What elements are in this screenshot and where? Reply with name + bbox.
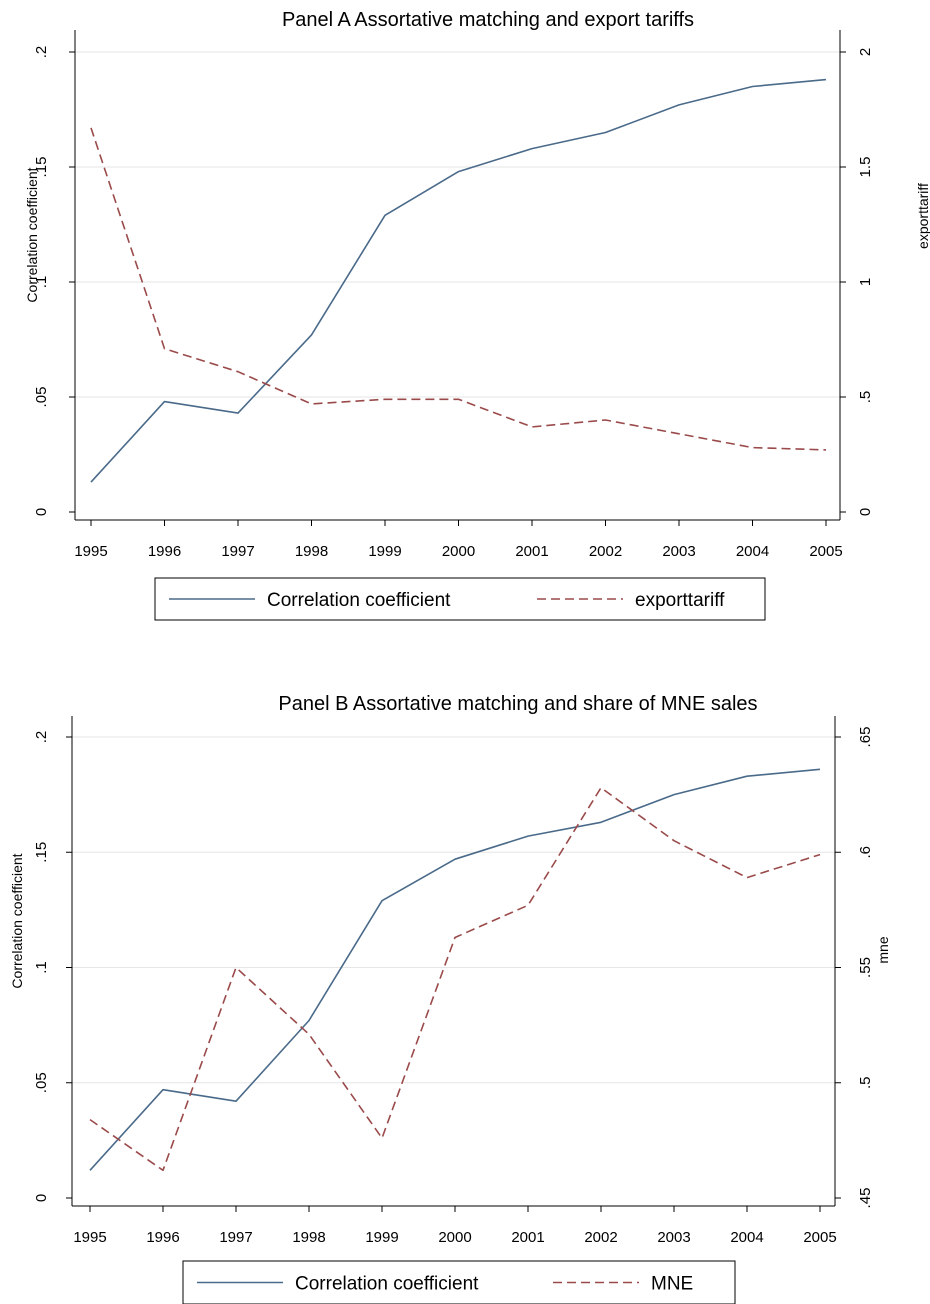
y-tick-label-left: 0 [33, 1194, 50, 1202]
x-tick-label: 2002 [589, 543, 622, 560]
x-tick-label: 2003 [657, 1229, 690, 1246]
x-tick-label: 1996 [148, 543, 181, 560]
x-tick-label: 2001 [511, 1229, 544, 1246]
series-line-exporttariff [90, 127, 827, 451]
y-tick-label-left: .2 [33, 731, 50, 744]
y-tick-label-right: 1 [857, 278, 874, 286]
x-tick-label: 1999 [365, 1229, 398, 1246]
x-tick-label: 1995 [74, 543, 107, 560]
x-tick-label: 2000 [442, 543, 475, 560]
x-tick-label: 2000 [438, 1229, 471, 1246]
legend-label: Correlation coefficient [295, 1274, 479, 1295]
y-tick-label-right: .45 [857, 1188, 874, 1209]
y-tick-label-right: 1.5 [857, 157, 874, 178]
series-line-correlation-coefficient [89, 768, 821, 1171]
y-tick-label-right: 0 [857, 508, 874, 516]
y-tick-label-left: .1 [33, 276, 50, 289]
x-tick-label: 2005 [803, 1229, 836, 1246]
chart-title: Panel A Assortative matching and export … [282, 9, 694, 31]
x-tick-label: 2001 [515, 543, 548, 560]
chart-panel-2: 0 .05 .1 .15 .2 .45 .5 .55 .6 .65 1995 1996 1997 1998… [9, 693, 891, 1304]
x-tick-label: 1998 [292, 1229, 325, 1246]
x-tick-label: 1997 [221, 543, 254, 560]
y-tick-label-right: .5 [857, 1076, 874, 1089]
y-tick-label-right: .55 [857, 957, 874, 978]
y-tick-label-left: .05 [33, 387, 50, 408]
y-tick-label-right: 2 [857, 48, 874, 56]
y-tick-label-left: .2 [33, 46, 50, 59]
x-tick-label: 2003 [662, 543, 695, 560]
y-tick-label-left: .15 [33, 842, 50, 863]
y-tick-label-right: .5 [857, 391, 874, 404]
y-tick-label-left: .1 [33, 961, 50, 974]
x-tick-label: 1996 [146, 1229, 179, 1246]
y-tick-label-left: .05 [33, 1072, 50, 1093]
y-tick-label-left: .15 [33, 157, 50, 178]
y-axis-title-left: Correlation coefficient [9, 853, 25, 988]
series-line-mne [89, 786, 821, 1172]
y-tick-label-right: .6 [857, 846, 874, 859]
x-tick-label: 2004 [730, 1229, 763, 1246]
x-tick-label: 2002 [584, 1229, 617, 1246]
x-tick-label: 2004 [736, 543, 769, 560]
legend-label: Correlation coefficient [267, 590, 451, 611]
y-tick-label-right: .65 [857, 727, 874, 748]
x-tick-label: 2005 [809, 543, 842, 560]
y-axis-title-left: Correlation coefficient [24, 167, 40, 302]
x-tick-label: 1997 [219, 1229, 252, 1246]
y-axis-title-right: exporttariff [915, 183, 930, 249]
legend-box [154, 577, 766, 621]
y-tick-label-left: 0 [33, 508, 50, 516]
legend-label: MNE [651, 1274, 693, 1295]
x-tick-label: 1998 [295, 543, 328, 560]
legend-label: exporttariff [635, 590, 725, 611]
chart-title: Panel B Assortative matching and share o… [278, 693, 757, 715]
series-line-correlation-coefficient [90, 78, 827, 483]
chart-panel-1: 0 .05 .1 .15 .2 0 .5 1 1.5 2 1995 1996 1997 1998 1999 2… [24, 9, 930, 621]
x-tick-label: 1999 [368, 543, 401, 560]
x-tick-label: 1995 [73, 1229, 106, 1246]
y-axis-title-right: mne [875, 936, 891, 963]
